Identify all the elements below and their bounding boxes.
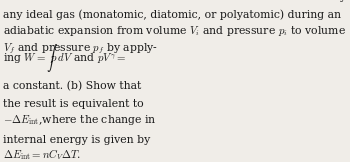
Text: . Determine the work done by: . Determine the work done by bbox=[182, 0, 346, 2]
Text: ing $W = \int\!p\,dV$ and $pV^{\gamma} =$: ing $W = \int\!p\,dV$ and $pV^{\gamma} =… bbox=[3, 42, 126, 74]
Text: internal energy is given by: internal energy is given by bbox=[3, 135, 150, 145]
Text: $V_f$ and pressure $p_f$ by apply-: $V_f$ and pressure $p_f$ by apply- bbox=[3, 41, 158, 56]
Text: $\Delta E_{\mathrm{int}} = nC_V \Delta T$.: $\Delta E_{\mathrm{int}} = nC_V \Delta T… bbox=[3, 147, 81, 162]
Text: adiabatic expansion from volume $V_i$ and pressure $p_i$ to volume: adiabatic expansion from volume $V_i$ an… bbox=[3, 24, 346, 38]
Text: the result is equivalent to: the result is equivalent to bbox=[3, 99, 144, 109]
Text: a constant. (b) Show that: a constant. (b) Show that bbox=[3, 81, 141, 92]
Text: $-\Delta E_{\mathrm{int}}$,where the change in: $-\Delta E_{\mathrm{int}}$,where the cha… bbox=[3, 113, 156, 127]
Text: any ideal gas (monatomic, diatomic, or polyatomic) during an: any ideal gas (monatomic, diatomic, or p… bbox=[3, 10, 341, 20]
